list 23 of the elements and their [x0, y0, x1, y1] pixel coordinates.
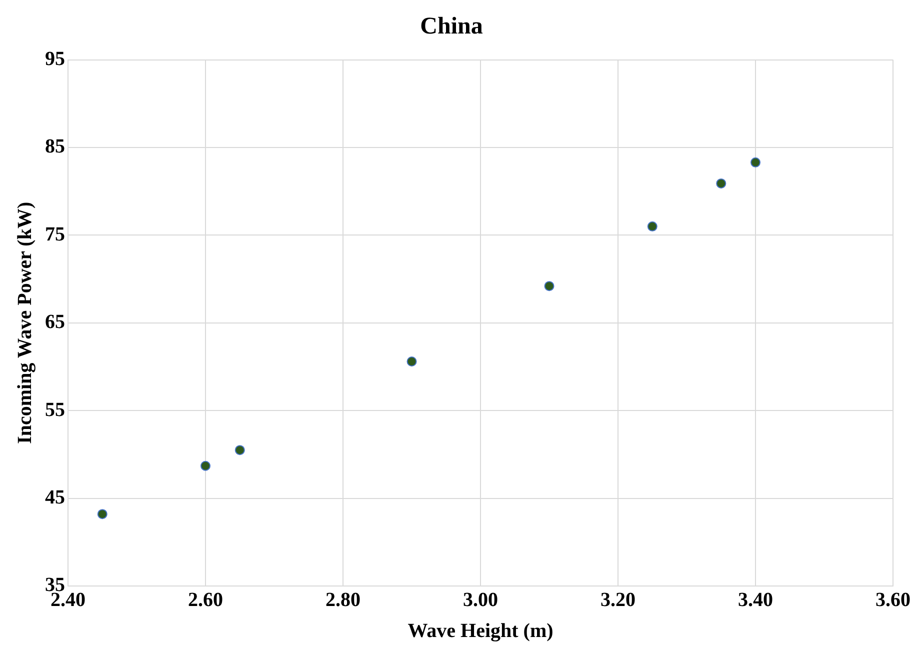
- point: [647, 221, 658, 232]
- x-tick-label: 3.60: [876, 589, 910, 612]
- point: [544, 281, 554, 292]
- y-tick-label: 85: [45, 136, 65, 158]
- y-axis-title: Incoming Wave Power (kW): [14, 202, 36, 444]
- y-tick-label: 55: [45, 398, 65, 421]
- x-tick-label: 3.20: [600, 589, 636, 612]
- x-tick-label: 2.60: [188, 589, 223, 612]
- chart-title: China: [420, 14, 483, 40]
- point: [97, 509, 108, 520]
- x-tick-label: 3.00: [463, 589, 498, 612]
- point: [406, 356, 417, 366]
- y-tick-label: 45: [45, 486, 65, 508]
- point: [200, 460, 210, 471]
- y-tick-label: 65: [45, 311, 65, 334]
- x-tick-label: 2.80: [326, 589, 360, 612]
- x-axis-title: Wave Height (m): [408, 620, 554, 642]
- point: [750, 157, 760, 168]
- point: [716, 178, 726, 188]
- y-tick-label: 95: [45, 48, 65, 70]
- x-tick-label: 3.40: [738, 589, 773, 612]
- point: [234, 445, 245, 456]
- y-tick-label: 75: [45, 223, 65, 246]
